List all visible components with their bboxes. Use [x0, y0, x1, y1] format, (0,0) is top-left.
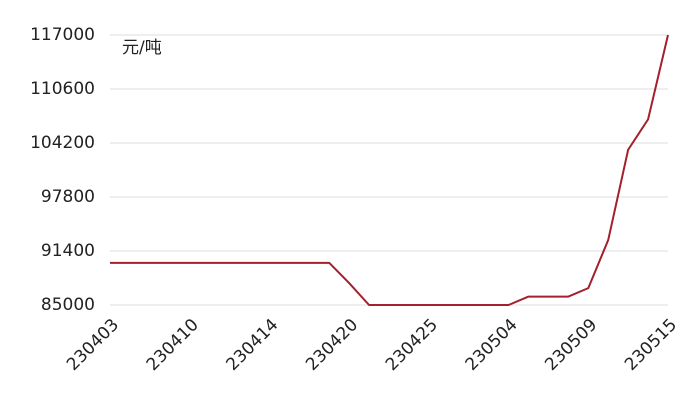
- y-tick-label: 117000: [30, 25, 95, 45]
- series-line: [110, 34, 669, 306]
- y-tick-label: 91400: [41, 241, 95, 261]
- y-unit-label: 元/吨: [122, 38, 162, 58]
- y-tick-label: 110600: [30, 79, 95, 99]
- y-tick-label: 85000: [41, 295, 95, 315]
- y-tick-label: 104200: [30, 133, 95, 153]
- y-tick-label: 97800: [41, 187, 95, 207]
